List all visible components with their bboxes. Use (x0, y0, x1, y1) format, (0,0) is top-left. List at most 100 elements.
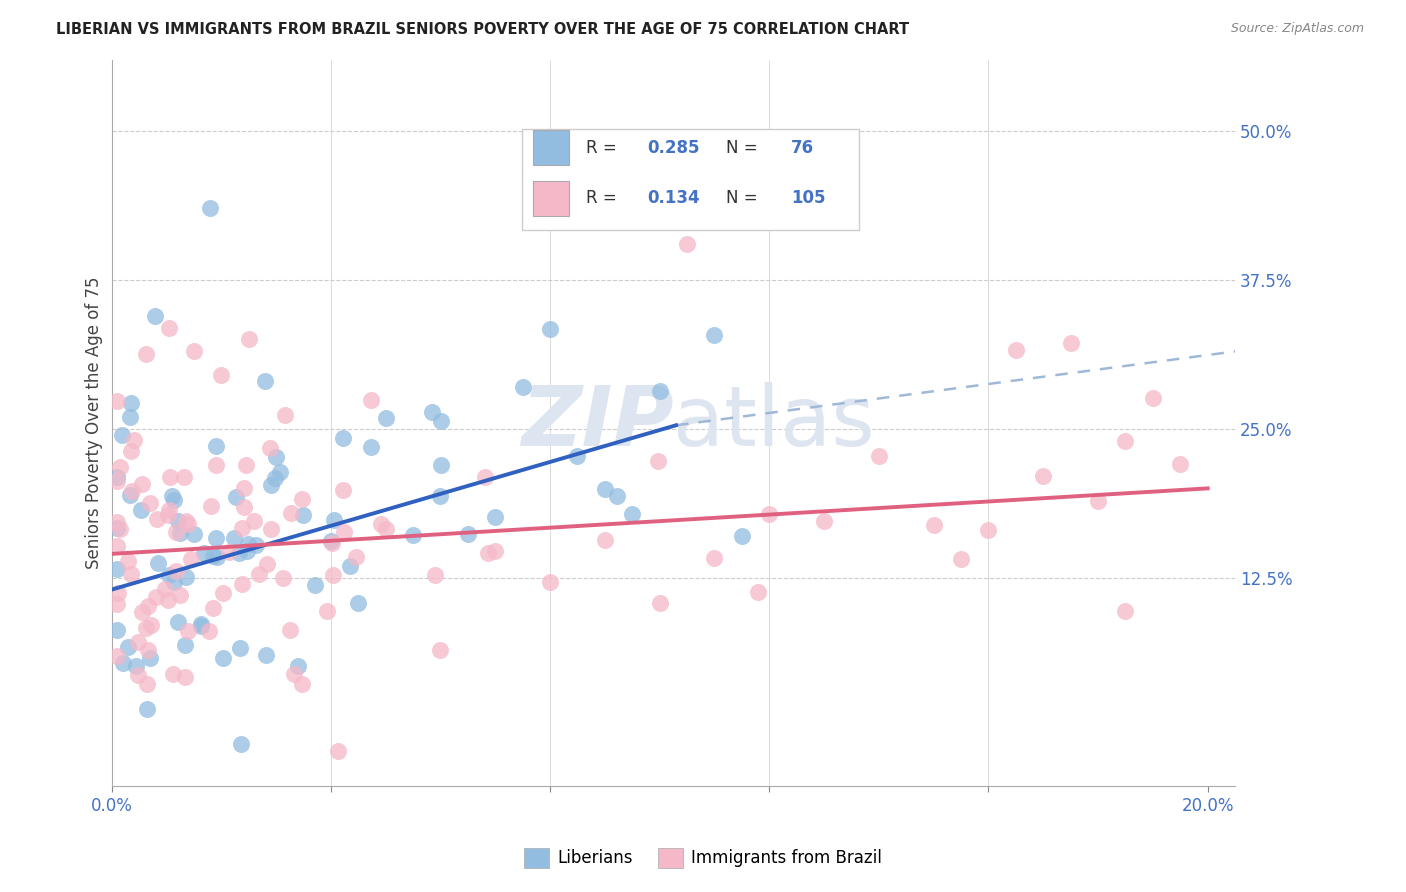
Point (254, 374, 277, 388)
Point (167, 615, 190, 629)
Point (205, 458, 228, 472)
Point (120, 487, 142, 501)
Text: N =: N = (725, 138, 763, 156)
Point (110, 523, 132, 537)
Legend: Liberians, Immigrants from Brazil: Liberians, Immigrants from Brazil (517, 841, 889, 875)
Point (176, 514, 198, 528)
Point (477, 546, 499, 560)
Point (676, 237, 699, 252)
Point (322, 568, 344, 582)
Point (425, 568, 447, 582)
Point (110, 427, 132, 442)
Point (205, 532, 228, 546)
Point (118, 410, 141, 425)
Point (292, 508, 315, 522)
Point (333, 525, 356, 540)
Bar (522, 128, 859, 230)
Text: 0.134: 0.134 (648, 189, 700, 207)
Point (484, 510, 506, 524)
Text: Source: ZipAtlas.com: Source: ZipAtlas.com (1230, 22, 1364, 36)
Point (120, 566, 142, 581)
Point (105, 394, 128, 409)
Point (256, 558, 278, 572)
Point (183, 344, 205, 359)
Point (228, 546, 250, 560)
Point (139, 618, 162, 632)
Point (402, 528, 425, 542)
Point (287, 658, 309, 673)
Point (344, 549, 367, 564)
Text: R =: R = (586, 189, 621, 207)
Point (156, 593, 179, 607)
Text: N =: N = (725, 189, 763, 207)
Point (922, 517, 945, 532)
Point (538, 322, 561, 336)
Point (360, 393, 382, 408)
Point (264, 471, 287, 485)
Point (125, 658, 148, 673)
Point (200, 202, 222, 216)
Point (238, 333, 260, 347)
Point (200, 500, 222, 514)
Point (105, 474, 128, 488)
Point (169, 588, 191, 602)
Point (222, 531, 245, 545)
Point (157, 503, 180, 517)
Point (136, 643, 159, 657)
Point (198, 624, 221, 639)
Point (167, 515, 190, 529)
Point (183, 526, 205, 541)
Point (243, 514, 266, 528)
Point (567, 449, 589, 463)
Point (135, 347, 157, 361)
Point (139, 651, 162, 665)
Text: 0.285: 0.285 (648, 138, 700, 156)
Point (245, 538, 267, 552)
Point (218, 545, 240, 559)
Point (163, 493, 186, 508)
Point (332, 431, 354, 445)
Point (339, 559, 361, 574)
Point (145, 590, 167, 604)
Point (180, 552, 202, 566)
Point (1114, 434, 1136, 448)
Point (233, 481, 256, 495)
Point (157, 321, 180, 335)
Point (145, 309, 167, 323)
Point (232, 500, 254, 514)
Point (138, 599, 160, 614)
Point (177, 624, 200, 638)
Point (621, 508, 644, 522)
Point (429, 489, 451, 503)
Point (120, 444, 142, 458)
Point (165, 564, 187, 578)
Point (225, 490, 247, 504)
Point (236, 543, 259, 558)
Point (648, 596, 671, 610)
Point (111, 656, 134, 670)
Point (105, 521, 128, 535)
Point (176, 570, 198, 584)
Point (153, 582, 176, 596)
Text: 76: 76 (792, 138, 814, 156)
Point (259, 478, 281, 492)
Bar (533, 181, 569, 216)
Point (430, 414, 453, 428)
Point (105, 623, 128, 637)
Point (274, 409, 297, 423)
Point (229, 641, 252, 656)
Point (370, 517, 392, 532)
Point (205, 549, 228, 564)
Point (247, 567, 270, 582)
Text: LIBERIAN VS IMMIGRANTS FROM BRAZIL SENIORS POVERTY OVER THE AGE OF 75 CORRELATIO: LIBERIAN VS IMMIGRANTS FROM BRAZIL SENIO… (56, 22, 910, 37)
Point (271, 570, 294, 584)
Point (703, 551, 725, 566)
Point (1032, 468, 1054, 483)
Point (162, 666, 184, 681)
Point (131, 605, 153, 619)
Point (316, 604, 339, 618)
Point (127, 667, 149, 681)
Point (121, 484, 143, 499)
Point (108, 460, 131, 475)
Point (813, 515, 835, 529)
